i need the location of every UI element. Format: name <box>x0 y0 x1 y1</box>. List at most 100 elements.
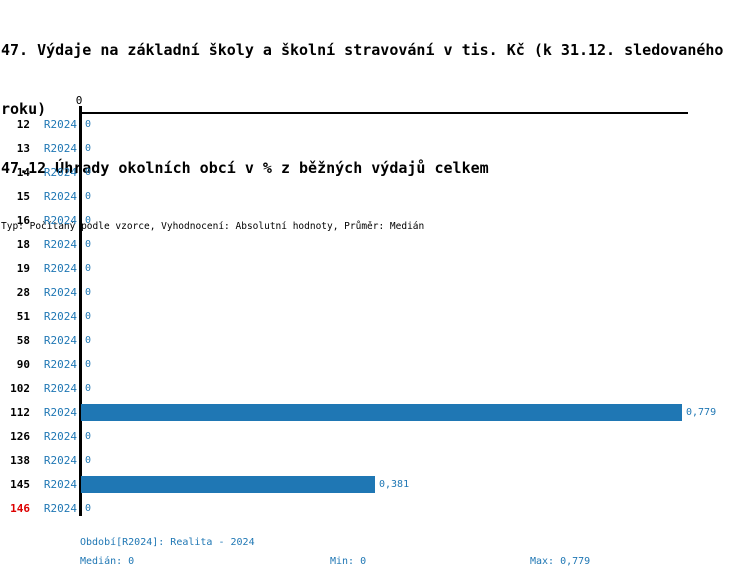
chart-row: 126 R2024 0 <box>0 424 750 448</box>
bar-value-label: 0 <box>85 334 92 346</box>
row-period-label: R2024 <box>43 237 77 251</box>
row-category-label: 102 <box>10 381 30 395</box>
row-period-label: R2024 <box>43 189 77 203</box>
chart-row: 145 R2024 0,381 <box>0 472 750 496</box>
row-category-label: 126 <box>10 429 30 443</box>
row-period-label: R2024 <box>43 357 77 371</box>
row-category-label: 146 <box>10 501 30 515</box>
chart-subtitle: 47.12 Úhrady okolních obcí v % z běžných… <box>1 159 489 177</box>
row-category-label: 14 <box>16 165 30 179</box>
bar-value-label: 0,381 <box>379 478 410 490</box>
chart-row: 16 R2024 0 <box>0 208 750 232</box>
chart-row: 58 R2024 0 <box>0 328 750 352</box>
row-category-label: 145 <box>10 477 30 491</box>
bar-value-label: 0 <box>85 286 92 298</box>
bar-value-label: 0 <box>85 190 92 202</box>
row-bar-area: 0 <box>81 212 91 229</box>
footer-period-label: Období[R2024]: Realita - 2024 <box>80 537 255 548</box>
row-category-label: 15 <box>16 189 30 203</box>
chart-row: 12 R2024 0 <box>0 112 750 136</box>
row-period-label: R2024 <box>43 165 77 179</box>
row-bar-area: 0 <box>81 332 91 349</box>
row-category-label: 90 <box>16 357 30 371</box>
row-bar-area: 0 <box>81 452 91 469</box>
row-bar-area: 0 <box>81 284 91 301</box>
row-bar-area: 0 <box>81 236 91 253</box>
chart-row: 18 R2024 0 <box>0 232 750 256</box>
row-period-label: R2024 <box>43 501 77 515</box>
row-category-label: 18 <box>16 237 30 251</box>
chart-title-line-1: 47. Výdaje na základní školy a školní st… <box>1 41 724 59</box>
footer-min-label: Min: 0 <box>330 556 367 567</box>
row-period-label: R2024 <box>43 285 77 299</box>
y-axis-line <box>79 106 82 516</box>
chart-row: 138 R2024 0 <box>0 448 750 472</box>
chart-row: 19 R2024 0 <box>0 256 750 280</box>
row-period-label: R2024 <box>43 453 77 467</box>
row-bar-area: 0 <box>81 188 91 205</box>
chart-row: 14 R2024 0 <box>0 160 750 184</box>
bar <box>81 403 682 421</box>
bar-value-label: 0 <box>85 214 92 226</box>
bar-value-label: 0 <box>85 166 92 178</box>
row-period-label: R2024 <box>43 117 77 131</box>
row-period-label: R2024 <box>43 261 77 275</box>
row-category-label: 12 <box>16 117 30 131</box>
row-period-label: R2024 <box>43 333 77 347</box>
bar-value-label: 0 <box>85 382 92 394</box>
bar <box>81 475 375 493</box>
row-period-label: R2024 <box>43 213 77 227</box>
row-bar-area: 0 <box>81 356 91 373</box>
row-bar-area: 0 <box>81 140 91 157</box>
row-period-label: R2024 <box>43 477 77 491</box>
row-period-label: R2024 <box>43 381 77 395</box>
row-bar-area: 0,779 <box>81 403 717 421</box>
row-category-label: 112 <box>10 405 30 419</box>
chart-meta: Typ: Počítaný podle vzorce, Vyhodnocení:… <box>1 221 425 232</box>
chart-row: 102 R2024 0 <box>0 376 750 400</box>
row-category-label: 28 <box>16 285 30 299</box>
row-bar-area: 0,381 <box>81 475 410 493</box>
row-bar-area: 0 <box>81 116 91 133</box>
bar-value-label: 0 <box>85 118 92 130</box>
row-category-label: 58 <box>16 333 30 347</box>
row-bar-area: 0 <box>81 380 91 397</box>
chart-title-line-2: roku) <box>1 100 47 118</box>
row-period-label: R2024 <box>43 309 77 323</box>
bar-value-label: 0 <box>85 358 92 370</box>
chart-header: 47. Výdaje na základní školy a školní st… <box>1 2 723 272</box>
bar-value-label: 0,779 <box>686 406 717 418</box>
row-category-label: 138 <box>10 453 30 467</box>
chart-row: 51 R2024 0 <box>0 304 750 328</box>
row-bar-area: 0 <box>81 260 91 277</box>
bar-value-label: 0 <box>85 454 92 466</box>
row-period-label: R2024 <box>43 429 77 443</box>
bar-value-label: 0 <box>85 310 92 322</box>
chart-row: 90 R2024 0 <box>0 352 750 376</box>
chart-row: 146 R2024 0 <box>0 496 750 520</box>
bar-value-label: 0 <box>85 430 92 442</box>
bar-value-label: 0 <box>85 238 92 250</box>
row-bar-area: 0 <box>81 308 91 325</box>
row-bar-area: 0 <box>81 500 91 517</box>
row-category-label: 51 <box>16 309 30 323</box>
row-period-label: R2024 <box>43 141 77 155</box>
chart-row: 13 R2024 0 <box>0 136 750 160</box>
chart-row: 15 R2024 0 <box>0 184 750 208</box>
row-category-label: 13 <box>16 141 30 155</box>
footer-max-label: Max: 0,779 <box>530 556 591 567</box>
x-axis-zero-tick-label: 0 <box>75 94 83 107</box>
chart-row: 112 R2024 0,779 <box>0 400 750 424</box>
chart-row: 28 R2024 0 <box>0 280 750 304</box>
bar-value-label: 0 <box>85 142 92 154</box>
row-bar-area: 0 <box>81 428 91 445</box>
row-category-label: 16 <box>16 213 30 227</box>
bar-value-label: 0 <box>85 262 92 274</box>
row-category-label: 19 <box>16 261 30 275</box>
row-bar-area: 0 <box>81 164 91 181</box>
chart-rows: 12 R2024 0 13 R2024 0 14 R2024 0 15 R2024 0 16 R2024 0… <box>0 112 750 520</box>
x-axis-line <box>79 112 688 114</box>
bar-value-label: 0 <box>85 502 92 514</box>
footer-median-label: Medián: 0 <box>80 556 135 567</box>
